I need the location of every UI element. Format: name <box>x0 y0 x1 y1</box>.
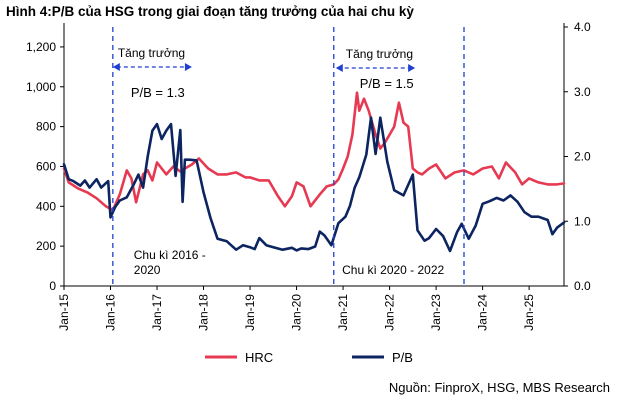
y-right-tick-label: 0.0 <box>574 279 591 293</box>
pb-series-line <box>62 116 566 253</box>
y-left-tick-label: 1,200 <box>26 40 56 54</box>
growth-arrow-1-head-right <box>184 63 192 71</box>
pb-label-1: P/B = 1.3 <box>131 85 185 100</box>
y-right-tick-label: 1.0 <box>574 214 591 228</box>
y-right-tick-label: 3.0 <box>574 85 591 99</box>
x-tick-label: Jan-15 <box>57 294 71 331</box>
y-right-tick-label: 2.0 <box>574 150 591 164</box>
legend: HRC P/B <box>205 350 413 365</box>
growth-arrow-2-head-left <box>335 64 343 72</box>
x-tick-label: Jan-24 <box>476 294 490 331</box>
y-left-tick-label: 1,000 <box>26 80 56 94</box>
y-left-tick-label: 600 <box>36 159 56 173</box>
y-left-tick-label: 0 <box>49 279 56 293</box>
hrc-series-line <box>62 91 566 212</box>
annotation-layer: Tăng trưởng P/B = 1.3 Tăng trưởng P/B = 1.5… <box>112 27 465 286</box>
x-tick-label: Jan-21 <box>336 294 350 331</box>
cycle-label-2016-2020: Chu kì 2016 - <box>134 248 206 262</box>
chart-title: Hình 4:P/B của HSG trong giai đoạn tăng … <box>6 4 414 19</box>
x-tick-label: Jan-25 <box>522 294 536 331</box>
y-left-tick-label: 400 <box>36 199 56 213</box>
y-left-tick-label: 800 <box>36 120 56 134</box>
growth-arrow-2-head-right <box>408 64 416 72</box>
x-tick-label: Jan-19 <box>243 294 257 331</box>
legend-label-hrc: HRC <box>245 350 273 365</box>
growth-label-2: Tăng trưởng <box>346 47 413 61</box>
x-tick-label: Jan-22 <box>383 294 397 331</box>
cycle-label-2020-2022: Chu kì 2020 - 2022 <box>342 263 444 277</box>
x-tick-label: Jan-17 <box>150 294 164 331</box>
series-layer <box>62 91 566 253</box>
x-tick-label: Jan-16 <box>104 294 118 331</box>
cycle-label-2016-2020-end: 2020 <box>134 263 161 277</box>
legend-label-pb: P/B <box>392 350 413 365</box>
source-note: Nguồn: FinproX, HSG, MBS Research <box>388 380 610 395</box>
x-tick-label: Jan-23 <box>429 294 443 331</box>
growth-label-1: Tăng trưởng <box>118 46 185 60</box>
axes-layer: 0 200 400 600 800 1,000 1,200 0.0 1.0 2.0 3.0 4.0 Ja… <box>26 20 591 331</box>
pb-label-2: P/B = 1.5 <box>360 76 414 91</box>
growth-arrow-1-head-left <box>112 63 120 71</box>
y-left-tick-label: 200 <box>36 239 56 253</box>
x-tick-label: Jan-18 <box>197 294 211 331</box>
y-right-tick-label: 4.0 <box>574 20 591 34</box>
x-tick-label: Jan-20 <box>290 294 304 331</box>
